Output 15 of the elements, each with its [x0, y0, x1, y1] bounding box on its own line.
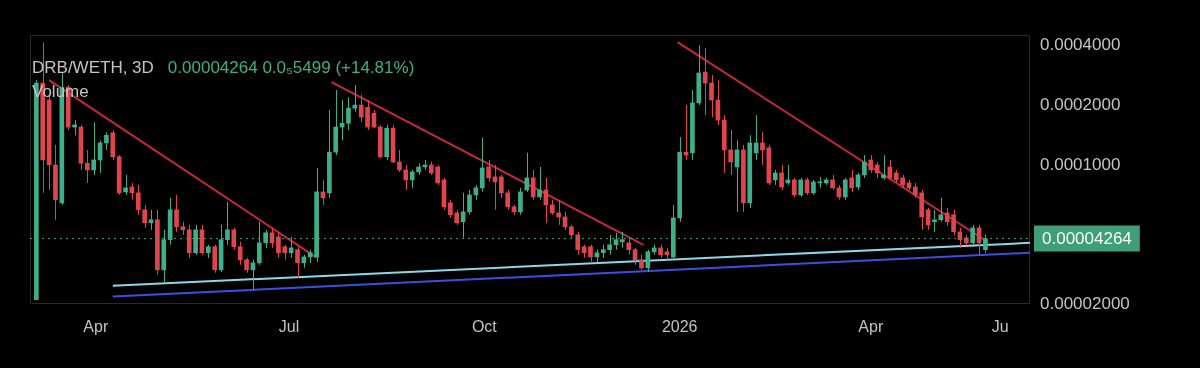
x-tick-label: Apr: [858, 318, 884, 336]
y-tick-label: 0.0002000: [1040, 94, 1121, 114]
candlestick: [206, 244, 211, 259]
x-tick-label: 2026: [661, 318, 698, 336]
y-tick-label: 0.00002000: [1040, 293, 1130, 313]
y-tick-label: 0.0004000: [1040, 34, 1121, 54]
y-tick-label: 0.0001000: [1040, 154, 1121, 174]
x-tick-label: Ju: [991, 318, 1009, 336]
candlestick: [620, 231, 625, 249]
x-tick-label: Apr: [83, 318, 109, 336]
ref-line-label: 0.00004264: [1042, 229, 1132, 249]
text: 0.00004264 0.0₅5499 (+14.81%): [167, 58, 415, 77]
candlestick: [626, 237, 632, 256]
x-tick-label: Jul: [278, 318, 300, 336]
x-tick-label: Oct: [471, 318, 498, 336]
